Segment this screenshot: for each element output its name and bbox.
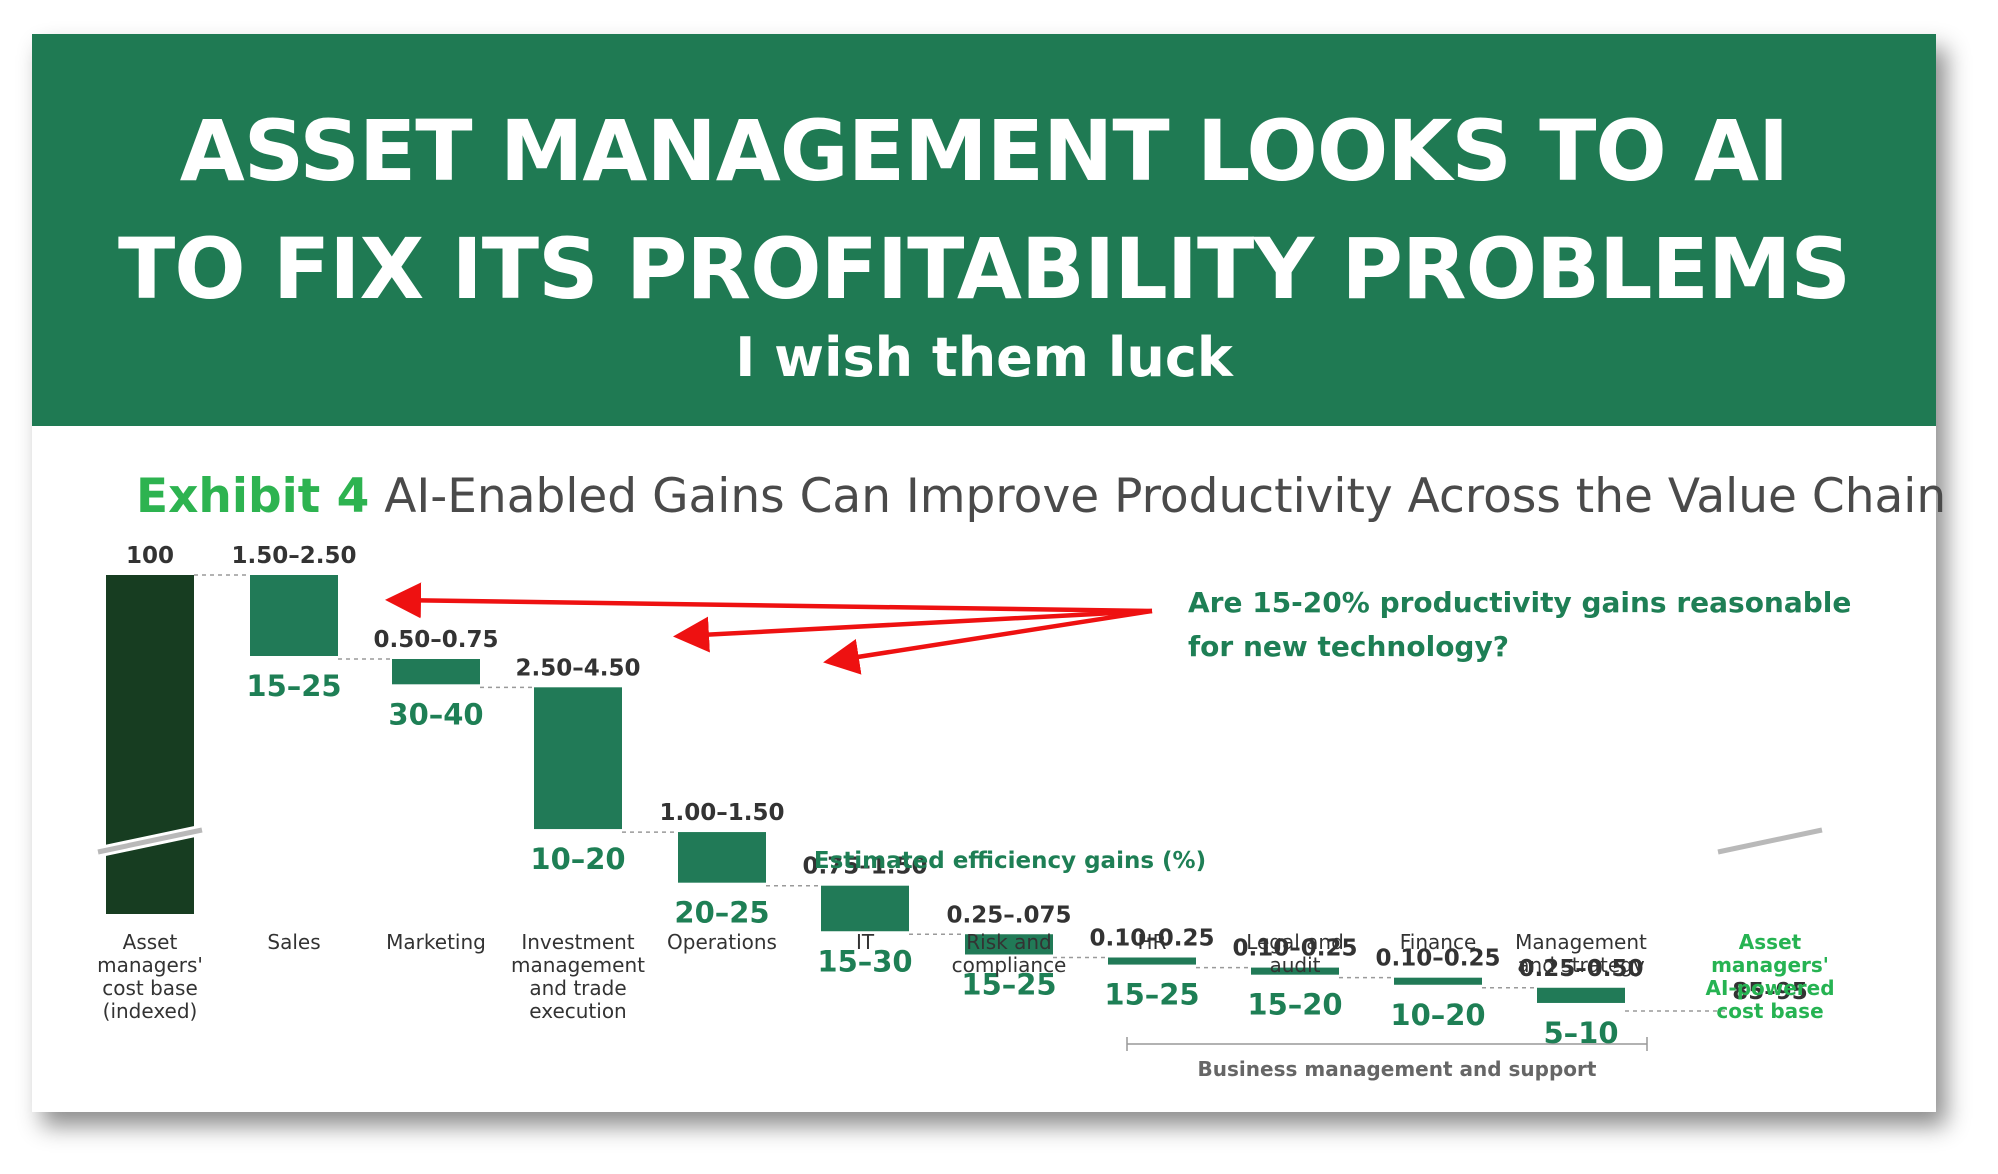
step-gain-label: 15–25: [246, 669, 341, 703]
step-bar-7: [1251, 967, 1339, 975]
category-label-line: cost base: [1716, 999, 1823, 1023]
waterfall-chart: 100 1.50–2.50 15–25 0.50–0.75 30–40 2.50–4.50…: [96, 543, 1851, 1081]
step-reduction-label: 2.50–4.50: [516, 655, 641, 681]
category-label-line: Sales: [267, 930, 320, 954]
category-label-line: management: [511, 953, 645, 977]
step-bar-2: [534, 687, 622, 830]
category-label: Management and strategy: [1515, 930, 1647, 977]
step-gain-label: 5–10: [1543, 1016, 1618, 1050]
headline-line-2: TO FIX ITS PROFITABILITY PROBLEMS: [117, 220, 1851, 318]
step-reduction-label: 0.75–1.50: [803, 854, 928, 880]
category-label-line: Asset: [1739, 930, 1802, 954]
category-label-start: Asset managers' cost base (indexed): [97, 930, 203, 1023]
category-label: Operations: [667, 930, 777, 954]
category-label-line: Management: [1515, 930, 1647, 954]
step-reduction-label: 1.50–2.50: [232, 543, 357, 569]
category-label-line: Risk and: [966, 930, 1051, 954]
headline: ASSET MANAGEMENT LOOKS TO AI TO FIX ITS …: [32, 92, 1936, 328]
step-reduction-label: 0.10–0.25: [1376, 946, 1501, 972]
group-bracket-label: Business management and support: [1198, 1057, 1597, 1081]
header-banner: ASSET MANAGEMENT LOOKS TO AI TO FIX ITS …: [32, 34, 1936, 426]
step-gain-label: 10–20: [1390, 998, 1485, 1032]
axis-break-start-inner: [97, 827, 203, 855]
category-label-line: managers': [1711, 953, 1829, 977]
step-bar-1: [392, 659, 480, 685]
category-label: Sales: [267, 930, 320, 954]
step-reduction-label: 1.00–1.50: [660, 800, 785, 826]
category-label-line: cost base: [102, 976, 198, 1000]
step-gain-label: 15–30: [817, 944, 912, 978]
step-bar-6: [1108, 957, 1196, 965]
exhibit-title-text: AI-Enabled Gains Can Improve Productivit…: [384, 469, 1947, 524]
category-label-line: and strategy: [1517, 953, 1645, 977]
exhibit-number: Exhibit 4: [136, 469, 370, 524]
step-reduction-label: 0.10–0.25: [1233, 936, 1358, 962]
category-label: Legal and audit: [1246, 930, 1344, 977]
category-label-line: managers': [97, 953, 203, 977]
step-bar-5: [965, 934, 1053, 955]
category-label: Finance: [1400, 930, 1477, 954]
category-label-line: Investment: [521, 930, 634, 954]
step-bar-0: [250, 575, 338, 656]
annotation-arrow-1: [673, 608, 1153, 653]
step-bar-8: [1394, 977, 1482, 985]
step-gain-label: 10–20: [530, 842, 625, 876]
category-label-line: Finance: [1400, 930, 1477, 954]
step-gain-label: 15–25: [1104, 978, 1199, 1012]
category-label-line: IT: [856, 930, 875, 954]
annotation-arrow-0: [385, 582, 1153, 619]
start-value-label: 100: [126, 543, 174, 569]
category-label-end: Asset managers' AI-powered cost base: [1705, 930, 1834, 1023]
category-label-line: Asset: [123, 930, 178, 954]
step-reduction-label: 0.10–0.25: [1090, 926, 1215, 952]
category-label: Investment management and trade execution: [511, 930, 645, 1023]
exhibit-title: Exhibit 4 AI-Enabled Gains Can Improve P…: [136, 466, 1946, 528]
step-gain-label: 15–20: [1247, 988, 1342, 1022]
gains-caption: Estimated efficiency gains (%): [814, 848, 1206, 874]
category-label-line: and trade: [529, 976, 626, 1000]
step-gain-label: 15–25: [961, 968, 1056, 1002]
step-reduction-label: 0.50–0.75: [374, 627, 499, 653]
step-gain-label: 30–40: [388, 697, 483, 731]
step-reduction-label: 0.25–.075: [947, 902, 1072, 928]
category-label-line: Marketing: [386, 930, 486, 954]
step-reduction-label: 0.25–0.50: [1519, 956, 1644, 982]
step-bar-9: [1537, 987, 1625, 1003]
start-bar: [106, 575, 194, 914]
category-label-line: Operations: [667, 930, 777, 954]
step-bar-3: [678, 832, 766, 883]
step-bar-4: [821, 885, 909, 932]
category-label-line: audit: [1269, 953, 1320, 977]
category-label-line: HR: [1138, 930, 1167, 954]
slide-card: ASSET MANAGEMENT LOOKS TO AI TO FIX ITS …: [32, 34, 1946, 1112]
category-label-line: (indexed): [103, 999, 198, 1023]
step-gain-label: 20–25: [674, 896, 769, 930]
annotation-line-2: for new technology?: [1188, 630, 1509, 663]
category-label: Marketing: [386, 930, 486, 954]
category-label-line: Legal and: [1246, 930, 1344, 954]
category-label: Risk and compliance: [952, 930, 1067, 977]
category-label: HR: [1138, 930, 1167, 954]
annotation-line-1: Are 15-20% productivity gains reasonable: [1188, 586, 1851, 619]
category-label-line: AI-powered: [1705, 976, 1834, 1000]
end-value-label: 85–95: [1732, 979, 1808, 1005]
axis-break-end-inner: [1717, 827, 1823, 855]
headline-line-1: ASSET MANAGEMENT LOOKS TO AI: [179, 102, 1790, 200]
subheadline: I wish them luck: [735, 326, 1233, 389]
category-label: IT: [856, 930, 875, 954]
category-label-line: execution: [529, 999, 626, 1023]
category-label-line: compliance: [952, 953, 1067, 977]
annotation-arrow-2: [823, 608, 1153, 675]
